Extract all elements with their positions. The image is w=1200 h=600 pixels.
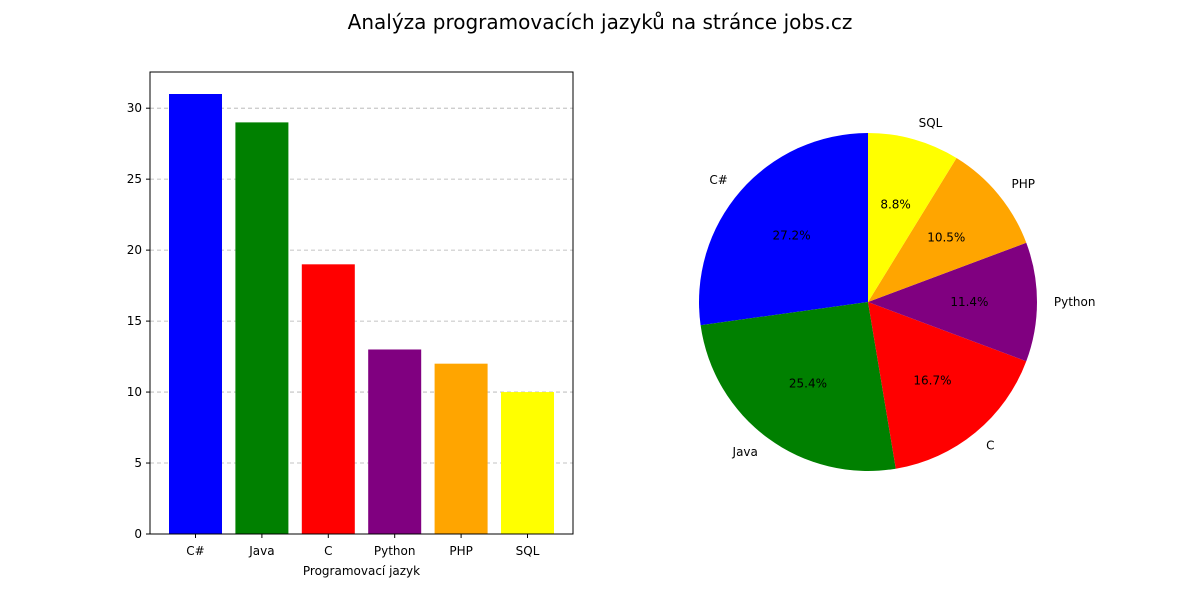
pie-percent-label: 16.7% (913, 373, 951, 387)
bar-x-tick-label: C# (186, 544, 204, 558)
figure-title: Analýza programovacích jazyků na stránce… (347, 10, 853, 34)
pie-percent-label: 25.4% (789, 377, 827, 391)
bar-java (235, 122, 289, 535)
bar-chart: 0 5 10 15 20 25 30 C# Java C Python PHP SQL Program… (127, 71, 574, 578)
pie-slice-php (868, 158, 1027, 302)
pie-labels: C# 27.2% Java 25.4% C 16.7% Python 11.4% PHP 10.5… (709, 116, 1095, 459)
bar-c-sharp (169, 94, 222, 534)
pie-percent-label: 10.5% (927, 231, 965, 245)
bar-c (301, 264, 355, 534)
pie-slice-java (700, 302, 896, 471)
pie-slice-c-sharp (699, 133, 868, 326)
bar-y-tick-label: 30 (127, 101, 142, 115)
bar-x-tick-label: PHP (449, 544, 473, 558)
pie-label-c: C (986, 438, 994, 452)
bar-x-tick-label: Python (374, 544, 416, 558)
bar-plot-frame (149, 71, 574, 535)
bar-series (169, 94, 554, 535)
pie-label-php: PHP (1011, 177, 1034, 191)
bar-x-axis-label: Programovací jazyk (303, 564, 420, 578)
bar-y-tick-label: 20 (127, 243, 142, 257)
pie-percent-label: 11.4% (950, 295, 988, 309)
bar-y-tick-label: 5 (134, 456, 142, 470)
bar-x-tick-label: Java (248, 544, 274, 558)
bar-y-axis: 0 5 10 15 20 25 30 (127, 101, 150, 541)
bar-python (368, 349, 422, 534)
bar-y-tick-label: 25 (127, 172, 142, 186)
bar-x-tick-label: SQL (516, 544, 540, 558)
pie-chart: C# 27.2% Java 25.4% C 16.7% Python 11.4% PHP 10.5… (699, 116, 1096, 471)
pie-percent-label: 27.2% (772, 228, 810, 242)
pie-percent-label: 8.8% (880, 197, 911, 211)
bar-x-axis: C# Java C Python PHP SQL (186, 534, 540, 558)
bar-y-tick-label: 10 (127, 385, 142, 399)
bar-php (434, 363, 488, 534)
pie-slice-c (868, 302, 1027, 469)
pie-label-python: Python (1054, 295, 1096, 309)
bar-sql (501, 392, 554, 534)
bar-y-tick-label: 0 (134, 527, 142, 541)
pie-slice-sql (868, 133, 957, 302)
bar-x-tick-label: C (324, 544, 332, 558)
pie-slices (699, 133, 1037, 471)
bar-y-tick-label: 15 (127, 314, 142, 328)
pie-label-java: Java (732, 445, 758, 459)
pie-label-sql: SQL (919, 116, 943, 130)
pie-label-c-sharp: C# (709, 173, 727, 187)
pie-slice-python (868, 242, 1037, 362)
